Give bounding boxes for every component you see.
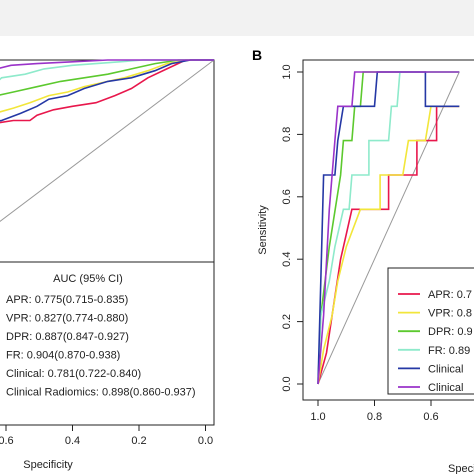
panel-b-legend-entry: FR: 0.89: [428, 345, 470, 357]
panel-a-legend-entry: Clinical: 0.781(0.722-0.840): [6, 368, 141, 380]
panel-b-y-tick-label: 0.2: [281, 314, 293, 329]
panel-b-roc-curve-5: [317, 71, 460, 385]
panel-b-roc-curve-3: [317, 71, 460, 385]
panel-b-legend-entry: VPR: 0.8: [428, 308, 472, 320]
panel-b-legend-entry: Clinical: [428, 382, 463, 394]
panel-b-y-tick-label: 1.0: [281, 64, 293, 79]
panel-a-legend-title: AUC (95% CI): [53, 273, 123, 285]
panel-a-roc-curve-1: [0, 59, 214, 113]
panel-b-frame: [302, 59, 474, 401]
panel-b-reference-line: [317, 71, 460, 385]
panel-b-x-axis-label: Specifi: [448, 463, 474, 474]
panel-a-roc-curve-3: [0, 59, 214, 81]
panel-a-roc-curve-0: [0, 59, 214, 124]
top-bar: [0, 0, 474, 36]
panel-a-x-tick-label: 0.0: [198, 435, 213, 447]
panel-b-label: B: [252, 47, 262, 63]
panel-b-y-tick-label: 0.4: [281, 252, 293, 267]
panel-a-legend-entry: APR: 0.775(0.715-0.835): [6, 294, 128, 306]
panel-a-legend-entry: FR: 0.904(0.870-0.938): [6, 350, 120, 362]
panel-b-y-tick-label: 0.6: [281, 189, 293, 204]
panel-b-legend-entry: Clinical: [428, 363, 463, 375]
panel-a-legend-entry: DPR: 0.887(0.847-0.927): [6, 331, 129, 343]
panel-b-y-tick-label: 0.0: [281, 376, 293, 391]
panel-b-roc-curve-1: [317, 105, 460, 385]
panel-b-legend-entry: DPR: 0.9: [428, 326, 473, 338]
panel-b-x-tick-label: 0.8: [367, 411, 382, 423]
panel-a-legend-entry: Clinical Radiomics: 0.898(0.860-0.937): [6, 387, 196, 399]
panel-b-y-tick-label: 0.8: [281, 127, 293, 142]
panel-b-x-tick-label: 0.6: [423, 411, 438, 423]
panel-a-x-tick-label: 0.2: [131, 435, 146, 447]
panel-a-roc-curve-5: [0, 59, 214, 69]
panel-a-x-axis-label: Specificity: [23, 459, 73, 471]
panel-a-reference-line: [0, 59, 215, 223]
panel-b-legend-entry: APR: 0.7: [428, 289, 472, 301]
panel-a-x-tick-label: 0.4: [65, 435, 80, 447]
panel-a-legend-entry: VPR: 0.827(0.774-0.880): [6, 313, 128, 325]
panel-a-roc-curve-4: [0, 59, 214, 122]
panel-b-x-tick-label: 1.0: [310, 411, 325, 423]
panel-a-roc-curve-2: [0, 59, 214, 96]
panel-b-y-axis-label: Sensitivity: [257, 205, 269, 255]
panel-a-x-tick-label: 0.6: [0, 435, 14, 447]
